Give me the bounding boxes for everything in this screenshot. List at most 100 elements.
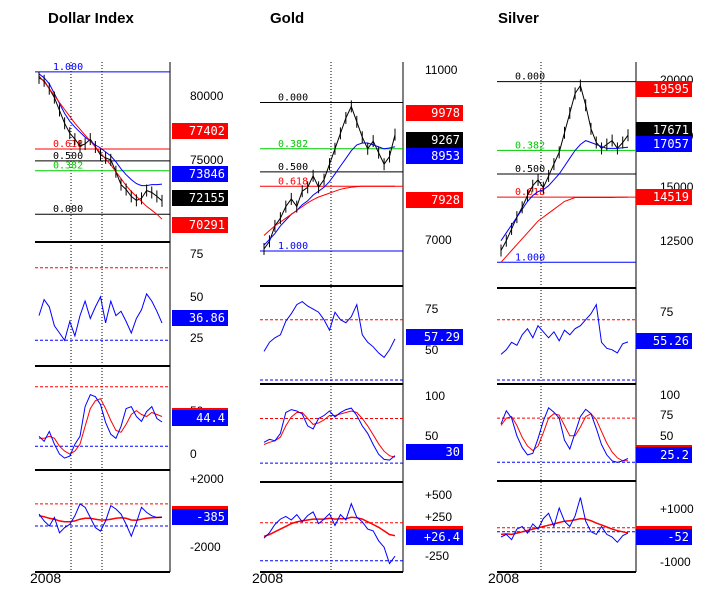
silver-price-badge-3-label: 14519	[653, 190, 689, 204]
silver-stoch-badge-label: 25.2	[660, 448, 689, 462]
gold-macd-tick-0: +500	[425, 488, 452, 502]
year-label-gold: 2008	[252, 570, 284, 586]
gold-stoch-tick-1: 50	[425, 429, 439, 443]
silver-price-tick-3: 12500	[660, 234, 694, 248]
gold-fib-label-2: 0.500	[278, 162, 308, 173]
dollar-price-badge-2-bg	[172, 190, 228, 206]
silver-rsi-badge-label: 55.26	[653, 334, 689, 348]
silver-price-ma_slow	[500, 196, 629, 263]
dollar-rsi-line	[38, 292, 163, 342]
silver-fib-label-3: 0.618	[515, 187, 545, 198]
gold-rsi-badge-bg	[406, 329, 463, 345]
gold-stoch-tick-0: 100	[425, 389, 445, 403]
gold-fib-label-4: 1.000	[278, 241, 308, 252]
dollar-price-badge-3-bg	[172, 217, 228, 233]
panel-title-dollar-index: Dollar Index	[48, 10, 134, 27]
dollar-macd-tick-2: -2000	[190, 540, 221, 554]
silver-macd-badge-band	[636, 526, 692, 530]
gold-macd-line	[263, 502, 396, 565]
silver-fib-label-0: 0.000	[515, 72, 545, 83]
dollar-price-badge-2-label: 72155	[189, 191, 225, 205]
year-label-silver: 2008	[488, 570, 520, 586]
gold-fib-label-3: 0.618	[278, 176, 308, 187]
gold-stoch-d	[263, 410, 396, 458]
dollar-fib-label-0: 1.000	[53, 62, 83, 73]
silver-macd-badge-overlap: +152	[689, 518, 706, 532]
silver-stoch-tick-2: 50	[660, 429, 674, 443]
silver-fib-label-1: 0.382	[515, 140, 545, 151]
silver-stoch-k	[500, 406, 629, 463]
dollar-fib-label-4: 0.000	[53, 204, 83, 215]
dollar-price-badge-0-bg	[172, 123, 228, 139]
silver-price-badge-1-label: 17671	[653, 123, 689, 137]
dollar-macd-signal	[38, 515, 163, 523]
gold-macd-badge-label: +26.4	[424, 530, 460, 544]
silver-rsi-tick-0: 75	[660, 305, 674, 319]
dollar-stoch-k	[38, 394, 163, 459]
dollar-price-badge-0-label: 77402	[189, 124, 225, 138]
silver-stoch-tick-1: 75	[660, 408, 674, 422]
dollar-fib-label-1: 0.618	[53, 139, 83, 150]
dollar-rsi-badge-bg	[172, 310, 228, 326]
dollar-price-badge-1-label: 73846	[189, 167, 225, 181]
dollar-price-badge-3-label: 70291	[189, 218, 225, 232]
silver-price-badge-3-bg	[636, 189, 692, 205]
silver-price-badge-2-bg	[636, 136, 692, 152]
silver-macd-badge-bg	[636, 529, 692, 545]
gold-stoch-k	[263, 407, 396, 461]
gold-price-tick-0: 11000	[425, 63, 458, 77]
gold-fib-label-1: 0.382	[278, 139, 308, 150]
gold-rsi-line	[263, 300, 396, 359]
silver-price-badge-0-bg	[636, 81, 692, 97]
silver-price-badge-1-bg	[636, 122, 692, 138]
dollar-fib-label-3: 0.382	[53, 161, 83, 172]
panel-title-silver: Silver	[498, 10, 539, 27]
silver-stoch-d	[500, 413, 628, 462]
silver-fib-label-4: 1.000	[515, 252, 545, 263]
dollar-stoch-d	[39, 398, 163, 455]
silver-stoch-badge-bg	[636, 447, 692, 463]
dollar-macd-badge-band	[172, 506, 228, 510]
dollar-stoch-badge-label: 44.4	[196, 411, 225, 425]
silver-macd-line	[500, 497, 629, 544]
dollar-stoch-badge-band	[172, 408, 228, 411]
dollar-macd-badge-label: -385	[196, 510, 225, 524]
gold-price-tick-2: 7000	[425, 233, 452, 247]
gold-price-badge-1-bg	[406, 132, 463, 148]
silver-price-badge-0-label: 19595	[653, 82, 689, 96]
gold-rsi-tick-1: 50	[425, 343, 439, 357]
silver-rsi-line	[500, 303, 629, 355]
gold-macd-badge-bg	[406, 529, 463, 545]
gold-price-badge-0-bg	[406, 105, 463, 121]
silver-rsi-badge-bg	[636, 333, 692, 349]
year-label-dollar-index: 2008	[30, 570, 62, 586]
dollar-macd-tick-0: +2000	[190, 472, 224, 486]
dollar-macd-badge-bg	[172, 509, 228, 525]
silver-macd-tick-1: -1000	[660, 555, 691, 569]
dollar-stoch-badge-bg	[172, 410, 228, 426]
gold-price-badge-3-label: 7928	[431, 193, 460, 207]
dollar-rsi-tick-1: 50	[190, 290, 204, 304]
silver-macd-badge-label: -52	[667, 530, 689, 544]
gold-price-badge-3-bg	[406, 192, 463, 208]
dollar-macd-line	[38, 503, 163, 538]
gold-price-badge-2-bg	[406, 148, 463, 164]
gold-price-badge-0-label: 9978	[431, 106, 460, 120]
dollar-price-tick-1: 75000	[190, 153, 224, 167]
panel-title-gold: Gold	[270, 10, 305, 27]
dollar-rsi-tick-2: 25	[190, 331, 204, 345]
gold-macd-badge-band	[406, 526, 463, 530]
dollar-rsi-tick-0: 75	[190, 247, 204, 261]
dollar-price-ma_fast	[38, 73, 163, 187]
gold-stoch-badge-label: 30	[446, 445, 460, 459]
gold-macd-tick-2: -250	[425, 549, 449, 563]
dollar-fib-label-2: 0.500	[53, 151, 83, 162]
dollar-price-badge-1-bg	[172, 166, 228, 182]
gold-fib-label-0: 0.000	[278, 93, 308, 104]
gold-macd-tick-1: +250	[425, 510, 452, 524]
silver-stoch-badge-band	[636, 445, 692, 448]
gold-rsi-badge-label: 57.29	[424, 330, 460, 344]
gold-price-badge-1-label: 9267	[431, 133, 460, 147]
dollar-price-tick-0: 80000	[190, 89, 224, 103]
